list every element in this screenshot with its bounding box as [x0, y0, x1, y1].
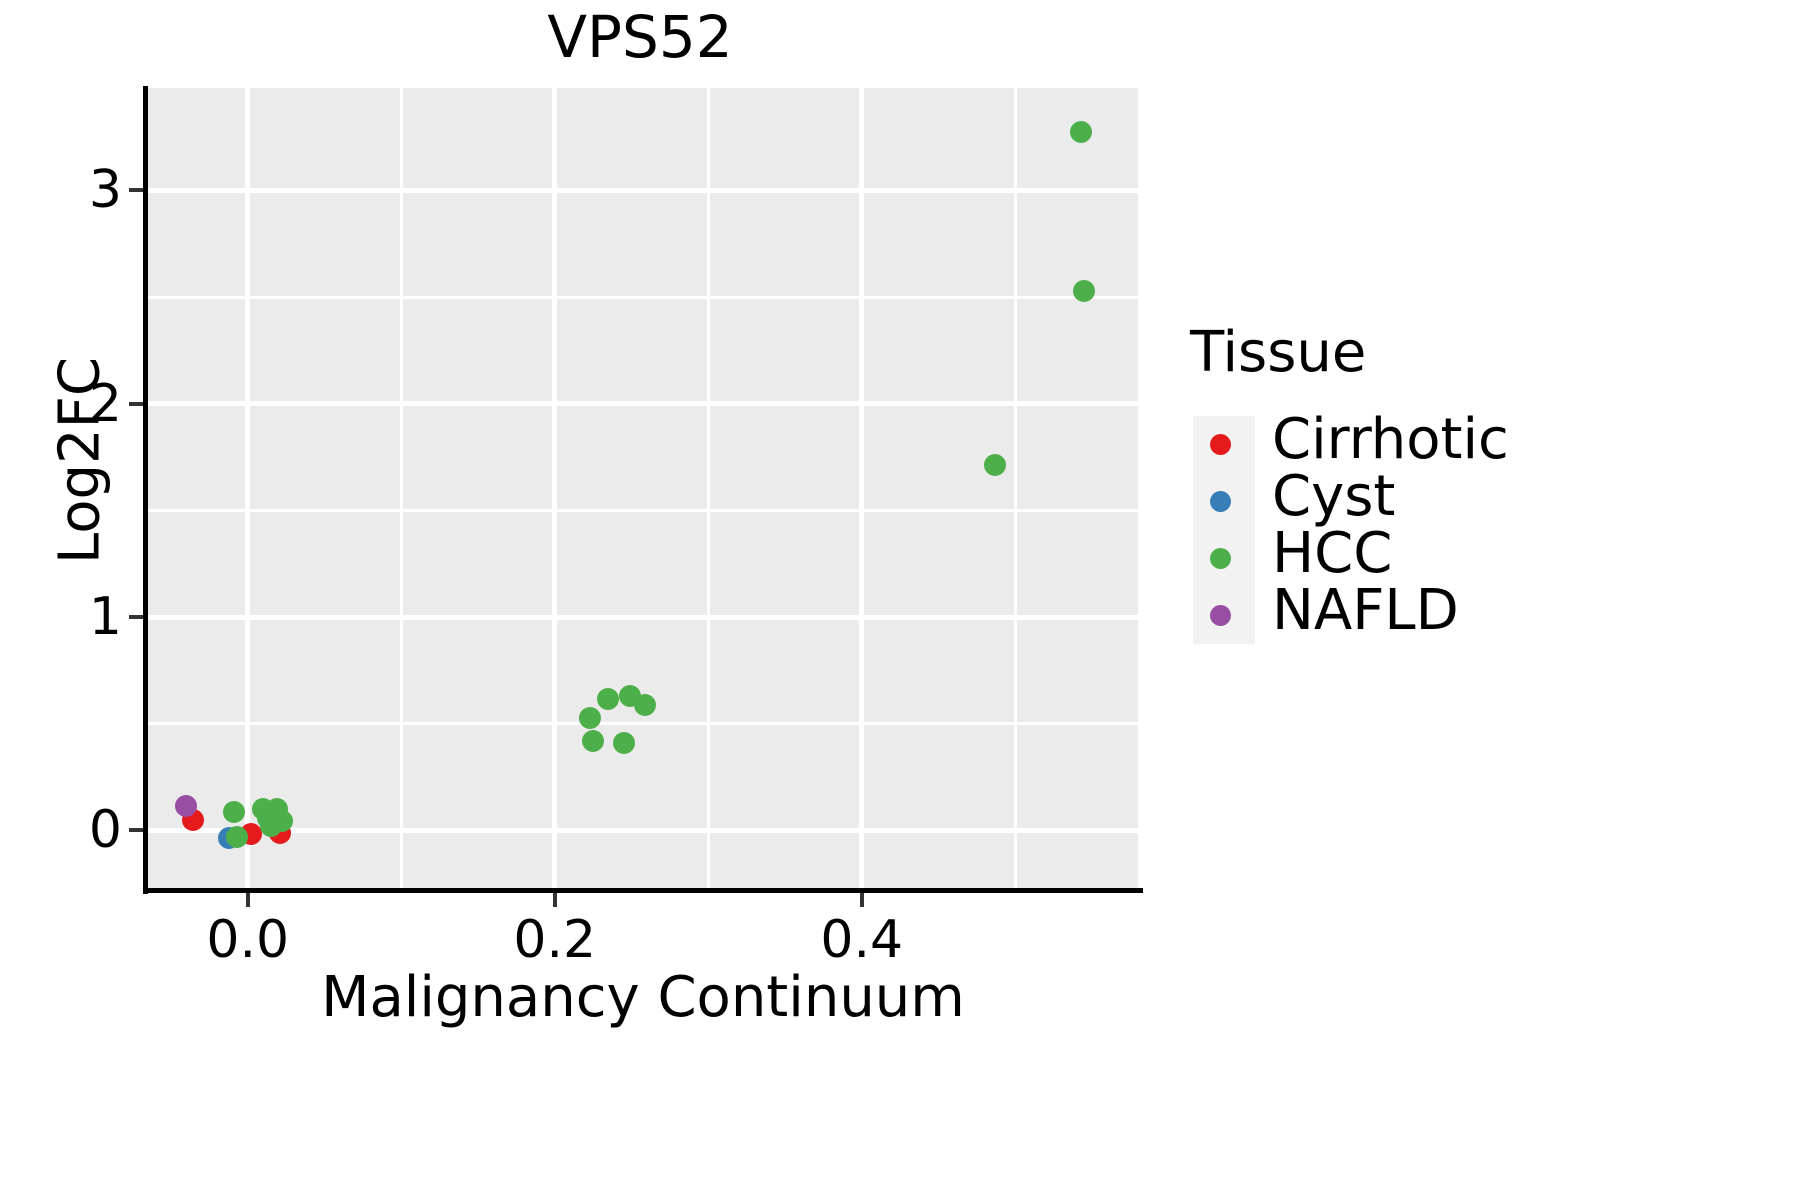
x-axis-label: Malignancy Continuum: [321, 965, 965, 1030]
gridline-major-y: [148, 401, 1138, 407]
gridline-minor-x: [399, 88, 403, 888]
legend-item-label: NAFLD: [1272, 578, 1459, 643]
legend-item-label: Cirrhotic: [1272, 407, 1509, 472]
data-point: [1070, 120, 1093, 143]
gridline-minor-y: [148, 508, 1138, 512]
x-tick-mark: [859, 893, 864, 907]
legend-marker-icon: [1210, 491, 1231, 512]
gridline-minor-y: [148, 295, 1138, 299]
legend-item-label: Cyst: [1272, 464, 1396, 529]
y-tick-label: 2: [88, 373, 122, 434]
gridline-major-y: [148, 614, 1138, 620]
data-point: [1073, 279, 1096, 302]
y-tick-mark: [129, 828, 143, 833]
gridline-major-x: [245, 88, 251, 888]
legend-title: Tissue: [1190, 320, 1367, 385]
legend-item-cirrhotic[interactable]: Cirrhotic: [1190, 411, 1790, 473]
legend-marker-icon: [1210, 548, 1231, 569]
x-axis-line: [143, 888, 1143, 893]
y-tick-mark: [129, 188, 143, 193]
legend-item-cyst[interactable]: Cyst: [1190, 468, 1790, 530]
y-tick-label: 0: [88, 800, 122, 861]
page-title: VPS52: [547, 3, 733, 71]
y-axis-label: Log2FC: [47, 357, 113, 564]
legend-item-nafld[interactable]: NAFLD: [1190, 582, 1790, 644]
x-tick-mark: [552, 893, 557, 907]
data-point: [226, 826, 249, 849]
data-point: [612, 731, 635, 754]
data-point: [175, 794, 198, 817]
y-tick-mark: [129, 401, 143, 406]
data-point: [634, 693, 657, 716]
y-tick-mark: [129, 615, 143, 620]
gridline-major-y: [148, 827, 1138, 833]
x-tick-label: 0.2: [513, 910, 597, 970]
gridline-major-y: [148, 187, 1138, 193]
data-point: [984, 453, 1007, 476]
y-axis-line: [143, 86, 148, 894]
legend-item-label: HCC: [1272, 521, 1393, 586]
x-tick-mark: [245, 893, 250, 907]
data-point: [222, 801, 245, 824]
y-tick-label: 3: [88, 160, 122, 221]
gridline-minor-x: [706, 88, 710, 888]
y-tick-label: 1: [88, 587, 122, 648]
x-tick-label: 0.0: [206, 910, 290, 970]
data-point: [579, 707, 602, 730]
gridline-minor-y: [148, 722, 1138, 726]
plot-panel: [148, 88, 1138, 888]
legend-marker-icon: [1210, 434, 1231, 455]
gridline-major-x: [552, 88, 558, 888]
x-tick-label: 0.4: [820, 910, 904, 970]
legend-marker-icon: [1210, 605, 1231, 626]
gridline-major-x: [859, 88, 865, 888]
data-point: [270, 809, 293, 832]
legend-item-hcc[interactable]: HCC: [1190, 525, 1790, 587]
data-point: [597, 687, 620, 710]
gridline-minor-x: [1013, 88, 1017, 888]
data-point: [582, 729, 605, 752]
